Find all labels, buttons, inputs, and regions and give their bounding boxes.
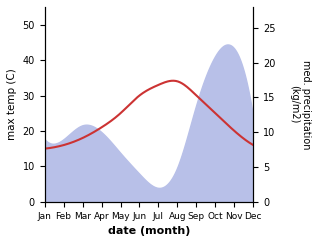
Y-axis label: max temp (C): max temp (C) xyxy=(7,69,17,140)
X-axis label: date (month): date (month) xyxy=(108,226,190,236)
Y-axis label: med. precipitation
(kg/m2): med. precipitation (kg/m2) xyxy=(289,60,311,149)
